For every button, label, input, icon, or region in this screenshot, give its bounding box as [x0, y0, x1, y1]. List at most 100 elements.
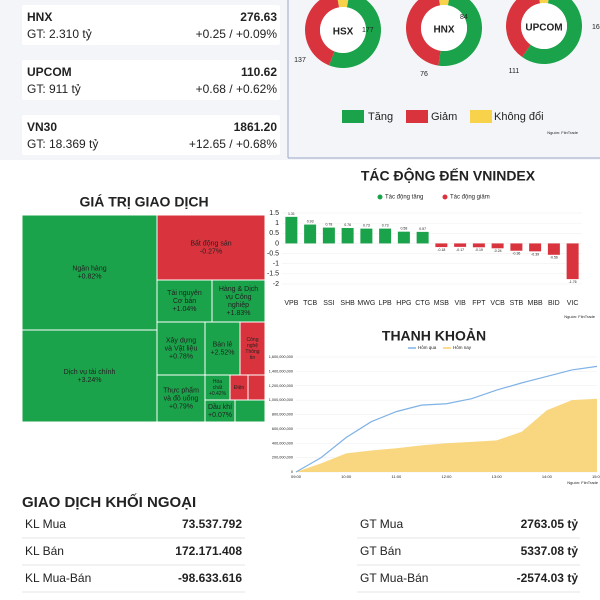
- donut-down: [305, 0, 339, 66]
- treemap-change: +1.83%: [227, 310, 251, 317]
- index-value: 276.63: [240, 10, 277, 24]
- donut-gap: [539, 0, 549, 4]
- treemap-label: Xây dựng: [166, 337, 196, 344]
- treemap-label: Dịch vụ tài chính: [64, 369, 116, 376]
- data-label: -0.24: [494, 249, 502, 253]
- bar: [472, 243, 485, 248]
- y-tick-label: 1: [275, 220, 279, 227]
- x-tick-label: HPG: [396, 300, 411, 307]
- donut-name: UPCOM: [525, 23, 562, 34]
- foreign-value: -98.633.616: [178, 571, 242, 585]
- legend-dot: [442, 194, 448, 200]
- index-card: [22, 115, 280, 155]
- legend-label: Giảm: [431, 111, 457, 123]
- foreign-value: 2763.05 tỷ: [521, 517, 579, 531]
- treemap-label: Cơ bản: [173, 298, 196, 305]
- x-tick-label: 14:00: [542, 474, 553, 479]
- donut-gap: [337, 0, 349, 8]
- treemap-label: Hàng & Dịch: [219, 286, 258, 293]
- bar: [397, 231, 410, 244]
- index-name: UPCOM: [27, 65, 72, 79]
- donut-gap: [439, 0, 449, 6]
- x-tick-label: 15:00: [592, 474, 600, 479]
- donut-hole: [521, 3, 567, 49]
- treemap-change: +0.79%: [169, 403, 193, 410]
- treemap-label: Bán lẻ: [213, 341, 233, 348]
- index-name: HNX: [27, 10, 52, 24]
- bar: [547, 243, 560, 255]
- donut-down-label: 76: [420, 71, 428, 78]
- x-tick-label: SHB: [340, 300, 355, 307]
- donut-name: HNX: [433, 25, 454, 36]
- foreign-label: KL Mua-Bán: [25, 571, 91, 585]
- x-tick-label: BID: [548, 300, 560, 307]
- source: Nguồn: FiinTrade: [547, 130, 579, 135]
- index-card: [22, 60, 280, 100]
- treemap-cell: [239, 321, 266, 376]
- treemap-label: Thông: [245, 349, 259, 355]
- foreign-label: GT Bán: [360, 544, 401, 558]
- data-label: -1.76: [569, 280, 577, 284]
- treemap-title: GIÁ TRỊ GIAO DỊCH: [79, 194, 208, 210]
- foreign-value: 5337.08 tỷ: [521, 544, 579, 558]
- treemap-cell: [247, 374, 266, 401]
- treemap-cell: [156, 321, 206, 376]
- data-label: 0.58: [400, 227, 407, 231]
- treemap-label: Bất động sản: [190, 238, 231, 247]
- treemap-cell: [156, 214, 266, 281]
- foreign-label: GT Mua: [360, 517, 403, 531]
- donut-up-label: 169: [592, 24, 600, 31]
- data-label: -0.19: [475, 248, 483, 252]
- x-tick-label: MSB: [434, 300, 450, 307]
- data-label: 1.31: [288, 212, 295, 216]
- index-gt: GT: 18.369 tỷ: [27, 137, 98, 151]
- treemap-label: Dầu khí: [208, 402, 232, 411]
- treemap-cell: [234, 399, 266, 423]
- treemap-label: Công: [247, 337, 259, 343]
- bar: [529, 243, 542, 252]
- x-tick-label: 11:00: [391, 474, 401, 479]
- source: Nguồn: FiinTrade: [567, 480, 599, 485]
- legend-dot: [377, 194, 383, 200]
- treemap-change: +0.42%: [209, 391, 227, 397]
- legend-label: Tác động giảm: [450, 195, 490, 201]
- y-tick-label: 600,000,000: [272, 427, 293, 431]
- treemap-change: +3.24%: [78, 377, 102, 384]
- y-tick-label: 0: [275, 240, 279, 247]
- donut-down-label: 137: [294, 57, 306, 64]
- donut-up: [328, 0, 381, 68]
- donut-down: [506, 0, 540, 58]
- treemap-change: +0.07%: [208, 412, 232, 419]
- donut-up-label: 84: [460, 14, 468, 21]
- treemap-label: Tài nguyên: [167, 290, 202, 297]
- donut-up: [522, 0, 582, 64]
- treemap-label: Thực phẩm: [163, 386, 199, 394]
- legend-label: Tác động tăng: [385, 195, 423, 201]
- bar: [510, 243, 523, 251]
- data-label: -0.39: [531, 252, 539, 256]
- area: [296, 398, 597, 472]
- data-label: 0.78: [325, 223, 332, 227]
- treemap-cell: [204, 321, 241, 376]
- treemap-change: +1.04%: [173, 306, 197, 313]
- data-label: -0.18: [437, 248, 445, 252]
- data-label: 0.76: [344, 223, 351, 227]
- x-tick-label: VIC: [567, 300, 579, 307]
- x-tick-label: SSI: [323, 300, 334, 307]
- donut-name: HSX: [333, 27, 354, 38]
- x-tick-label: VCB: [490, 300, 505, 307]
- treemap-label: Ngân hàng: [72, 265, 106, 272]
- bar: [491, 243, 504, 249]
- data-label: 0.73: [382, 224, 389, 228]
- y-tick-label: 800,000,000: [272, 413, 293, 417]
- y-tick-label: -2: [273, 281, 279, 288]
- legend-swatch: [470, 110, 492, 123]
- treemap-cell: [21, 329, 158, 423]
- foreign-label: GT Mua-Bán: [360, 571, 428, 585]
- index-name: VN30: [27, 120, 57, 134]
- y-tick-label: 1,400,000,000: [269, 369, 293, 373]
- liquidity-title: THANH KHOẢN: [382, 328, 486, 344]
- x-tick-label: VPB: [284, 300, 298, 307]
- y-tick-label: 1,000,000,000: [269, 398, 293, 402]
- index-value: 1861.20: [234, 120, 278, 134]
